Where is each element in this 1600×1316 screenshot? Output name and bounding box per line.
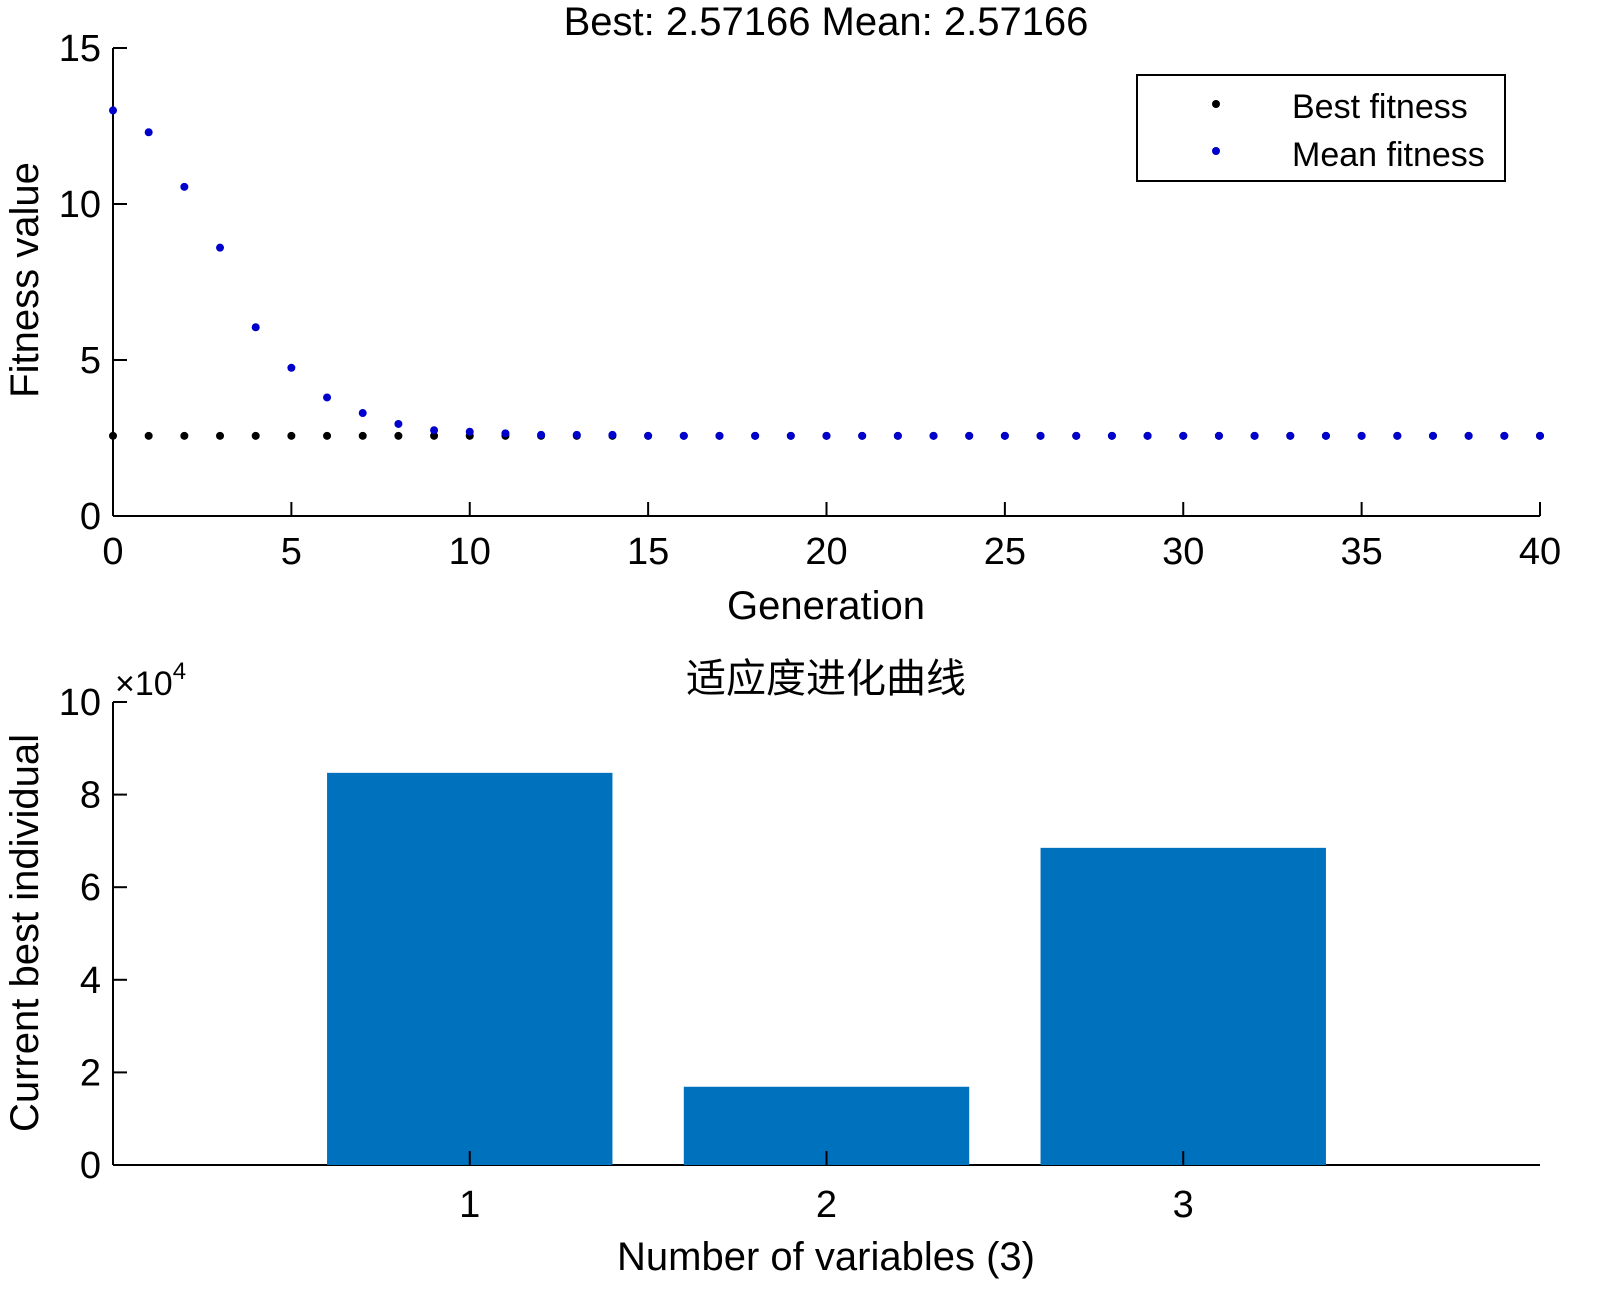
fitness-y-axis-label: Fitness value — [3, 162, 47, 398]
mean-fitness-point — [786, 431, 795, 440]
bar-x-tick-label: 3 — [1173, 1184, 1194, 1226]
bar-x-tick-label: 1 — [459, 1184, 480, 1226]
fitness-x-tick-label: 30 — [1162, 531, 1204, 573]
fitness-y-tick-label: 15 — [59, 28, 101, 70]
fitness-chart-title: Best: 2.57166 Mean: 2.57166 — [564, 0, 1089, 44]
best-fitness-point — [323, 431, 332, 440]
legend-label-mean: Mean fitness — [1292, 136, 1485, 174]
legend-label-best: Best fitness — [1292, 88, 1468, 126]
mean-fitness-point — [216, 243, 225, 252]
best-fitness-point — [251, 431, 260, 440]
fitness-x-tick-label: 20 — [805, 531, 847, 573]
mean-fitness-point — [1321, 431, 1330, 440]
bar-variable-3 — [1040, 847, 1326, 1165]
mean-fitness-point — [858, 431, 867, 440]
best-fitness-point — [144, 431, 153, 440]
mean-fitness-point — [572, 430, 581, 439]
best-fitness-point — [109, 431, 117, 440]
mean-fitness-point — [644, 431, 653, 440]
mean-fitness-point — [501, 429, 510, 438]
mean-fitness-point — [715, 431, 724, 440]
mean-fitness-point — [1179, 431, 1188, 440]
mean-fitness-point — [1357, 431, 1366, 440]
bar-x-axis-label: Number of variables (3) — [617, 1235, 1035, 1279]
mean-fitness-point — [1393, 431, 1402, 440]
mean-fitness-point — [965, 431, 974, 440]
mean-fitness-point — [1143, 431, 1152, 440]
y-exponent-label: ×104 — [115, 658, 186, 703]
legend-marker-mean — [1212, 147, 1220, 155]
fitness-legend: Best fitness Mean fitness — [1136, 74, 1506, 182]
mean-fitness-point — [1500, 431, 1509, 440]
mean-fitness-point — [430, 426, 439, 435]
fitness-y-tick-label: 5 — [80, 340, 101, 382]
bar-y-tick-label: 4 — [80, 960, 101, 1002]
mean-fitness-point — [1214, 431, 1223, 440]
fitness-x-tick-label: 0 — [102, 531, 123, 573]
y-exponent-base: ×10 — [115, 665, 173, 703]
mean-fitness-point — [465, 427, 474, 436]
mean-fitness-point — [751, 431, 760, 440]
mean-fitness-point — [323, 393, 332, 402]
mean-fitness-point — [1107, 431, 1116, 440]
bar-y-tick-label: 0 — [80, 1145, 101, 1187]
mean-fitness-point — [1464, 431, 1473, 440]
best-fitness-point — [358, 431, 367, 440]
mean-fitness-point — [109, 106, 117, 115]
mean-fitness-point — [1072, 431, 1081, 440]
mean-fitness-point — [251, 323, 260, 332]
bar-y-axis-label: Current best individual — [3, 734, 47, 1132]
bar-y-tick-label: 2 — [80, 1052, 101, 1094]
best-fitness-point — [216, 431, 225, 440]
bar-y-tick-label: 10 — [59, 682, 101, 724]
fitness-x-tick-label: 35 — [1340, 531, 1382, 573]
mean-fitness-point — [537, 430, 546, 439]
legend-marker-best — [1212, 100, 1220, 108]
best-fitness-point — [430, 431, 439, 440]
bar-x-tick-label: 2 — [816, 1184, 837, 1226]
mean-fitness-point — [929, 431, 938, 440]
mean-fitness-point — [358, 409, 367, 418]
fitness-chart: Best: 2.57166 Mean: 2.57166 0 5 10 15 0 5 10 1… — [3, 0, 1561, 628]
mean-fitness-point — [144, 128, 153, 137]
mean-fitness-point — [1036, 431, 1045, 440]
mean-fitness-point — [822, 431, 831, 440]
mean-fitness-point — [180, 182, 189, 191]
fitness-x-tick-label: 5 — [281, 531, 302, 573]
mean-fitness-point — [1286, 431, 1295, 440]
mean-fitness-point — [1250, 431, 1259, 440]
bar-y-tick-label: 6 — [80, 867, 101, 909]
fitness-x-tick-label: 25 — [984, 531, 1026, 573]
fitness-x-tick-label: 40 — [1519, 531, 1561, 573]
fitness-y-tick-label: 10 — [59, 184, 101, 226]
best-fitness-point — [180, 431, 189, 440]
mean-fitness-point — [394, 419, 403, 428]
legend-box — [1136, 74, 1506, 182]
bar-variable-1 — [327, 772, 613, 1165]
bar-y-tick-label: 8 — [80, 775, 101, 817]
bar-chart-title: 适应度进化曲线 — [686, 656, 966, 702]
mean-fitness-point — [608, 430, 617, 439]
mean-fitness-point — [287, 363, 296, 372]
fitness-x-tick-label: 10 — [449, 531, 491, 573]
mean-fitness-point — [1428, 431, 1437, 440]
y-exponent-power: 4 — [173, 658, 186, 685]
mean-fitness-point — [679, 431, 688, 440]
mean-fitness-point — [893, 431, 902, 440]
mean-fitness-point — [1000, 431, 1009, 440]
mean-fitness-point — [1536, 431, 1544, 440]
fitness-x-tick-label: 15 — [627, 531, 669, 573]
best-fitness-point — [287, 431, 296, 440]
best-fitness-point — [394, 431, 403, 440]
fitness-y-tick-label: 0 — [80, 496, 101, 538]
fitness-x-axis-label: Generation — [727, 584, 925, 628]
